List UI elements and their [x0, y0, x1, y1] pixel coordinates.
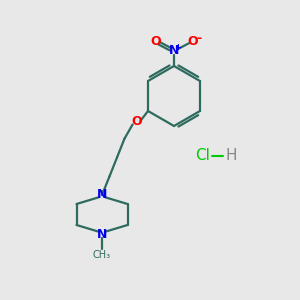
Text: +: +: [174, 43, 182, 52]
Text: -: -: [196, 32, 201, 45]
Text: CH₃: CH₃: [93, 250, 111, 260]
Text: Cl: Cl: [195, 148, 210, 164]
Text: N: N: [97, 227, 107, 241]
Text: O: O: [131, 115, 142, 128]
Text: O: O: [150, 35, 161, 48]
Text: O: O: [187, 35, 198, 48]
Text: N: N: [97, 188, 107, 202]
Text: N: N: [169, 44, 179, 58]
Text: H: H: [226, 148, 237, 164]
